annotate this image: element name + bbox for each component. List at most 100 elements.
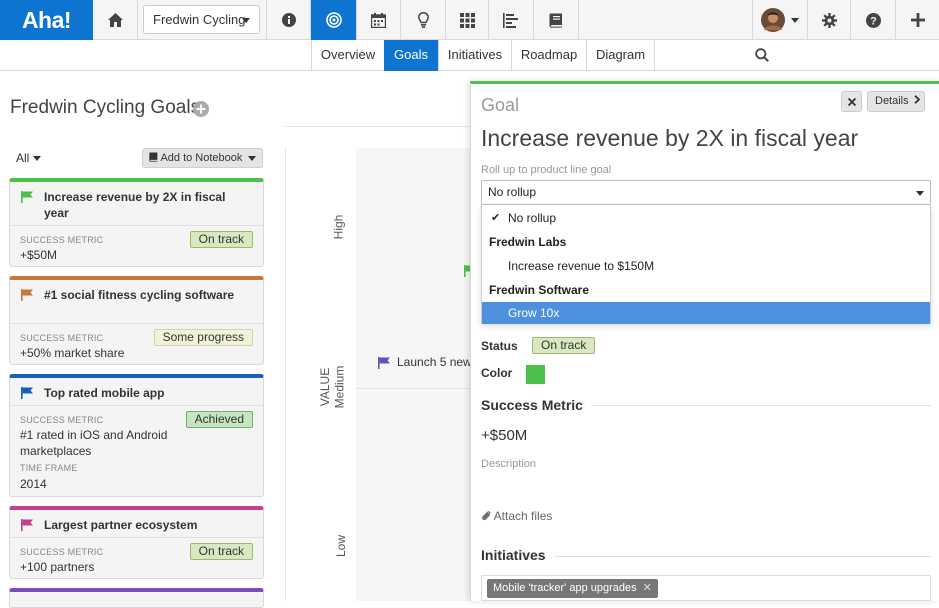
chart-item[interactable]: Launch 5 new <box>397 355 470 369</box>
search-icon[interactable] <box>755 48 769 67</box>
notebook-icon[interactable] <box>534 0 579 40</box>
chevron-down-icon <box>791 17 799 23</box>
filter-dropdown[interactable]: All <box>16 151 41 165</box>
dropdown-option[interactable]: Increase revenue to $150M <box>508 259 655 273</box>
help-icon[interactable]: ? <box>851 0 896 40</box>
value-chart <box>356 148 470 601</box>
close-button[interactable] <box>841 91 862 112</box>
page-title: Fredwin Cycling Goals <box>10 97 201 118</box>
chevron-down-icon <box>242 18 250 23</box>
timeframe-label: TIME FRAME <box>20 463 78 473</box>
tab-initiatives[interactable]: Initiatives <box>438 40 511 71</box>
chevron-down-icon <box>248 155 257 161</box>
initiative-tag-label: Mobile 'tracker' app upgrades <box>493 582 637 594</box>
goal-card[interactable]: Increase revenue by 2X in fiscal year SU… <box>9 178 264 267</box>
option-label: No rollup <box>508 211 557 225</box>
paperclip-icon <box>482 511 491 521</box>
add-to-notebook-label: Add to Notebook <box>160 152 243 164</box>
metric-label: SUCCESS METRIC <box>20 415 104 425</box>
gear-icon[interactable] <box>808 0 851 40</box>
initiative-tag[interactable]: Mobile 'tracker' app upgrades ✕ <box>487 579 658 598</box>
timeframe-value: 2014 <box>20 477 47 491</box>
goal-title[interactable]: Largest partner ecosystem <box>44 518 198 532</box>
plus-icon[interactable] <box>896 0 939 40</box>
dropdown-option-no-rollup[interactable]: ✔ No rollup <box>482 207 930 229</box>
status-badge: On track <box>189 543 253 560</box>
details-label: Details <box>875 95 909 107</box>
chevron-right-icon <box>914 95 921 104</box>
chart-level-medium: Medium <box>332 365 347 409</box>
goal-title[interactable]: Top rated mobile app <box>44 386 165 400</box>
section-divider <box>555 556 931 557</box>
roadmap-icon[interactable] <box>489 0 534 40</box>
rollup-selected-value: No rollup <box>488 185 537 199</box>
user-menu[interactable] <box>752 0 808 40</box>
chart-axis-label: VALUE <box>318 367 333 407</box>
column-divider <box>285 148 286 601</box>
lightbulb-icon[interactable] <box>401 0 446 40</box>
initiatives-input[interactable]: Mobile 'tracker' app upgrades ✕ <box>481 575 931 601</box>
attach-files-label: Attach files <box>493 509 553 523</box>
status-badge[interactable]: On track <box>532 337 596 354</box>
flag-icon <box>378 356 391 374</box>
color-swatch[interactable] <box>526 365 545 384</box>
goal-card[interactable]: #1 social fitness cycling software SUCCE… <box>9 276 264 365</box>
goal-detail-panel: Goal Details Increase revenue by 2X in f… <box>470 81 939 601</box>
dropdown-group-fredwin-software: Fredwin Software <box>489 283 590 297</box>
aha-logo[interactable]: Aha! <box>0 0 93 40</box>
info-icon[interactable] <box>266 0 311 40</box>
metric-label: SUCCESS METRIC <box>20 235 104 245</box>
metric-label: SUCCESS METRIC <box>20 333 104 343</box>
tab-roadmap[interactable]: Roadmap <box>511 40 586 71</box>
header-divider <box>285 126 470 127</box>
notebook-icon <box>149 152 158 162</box>
close-icon <box>847 97 856 106</box>
workspace-selector[interactable]: Fredwin Cycling <box>143 5 260 34</box>
goal-card[interactable]: Top rated mobile app SUCCESS METRIC #1 r… <box>9 374 264 497</box>
metric-value: +$50M <box>20 248 58 262</box>
panel-type-label: Goal <box>481 95 520 115</box>
success-metric-value[interactable]: +$50M <box>481 427 528 444</box>
top-navigation-bar: Aha! Fredwin Cycling ? <box>0 0 939 40</box>
add-goal-icon[interactable] <box>193 101 209 122</box>
chart-level-low: Low <box>334 534 349 558</box>
rollup-label: Roll up to product line goal <box>481 164 612 176</box>
chevron-down-icon <box>916 191 924 196</box>
metric-label: SUCCESS METRIC <box>20 547 104 557</box>
goals-icon[interactable] <box>311 0 356 40</box>
goals-subnav: Overview Goals Initiatives Roadmap Diagr… <box>0 40 939 71</box>
goal-card[interactable] <box>9 588 264 608</box>
goal-title[interactable]: #1 social fitness cycling software <box>44 288 235 302</box>
attach-files-link[interactable]: Attach files <box>481 509 552 523</box>
goal-title[interactable]: Increase revenue by 2X in fiscal year <box>44 190 226 220</box>
status-badge: Achieved <box>185 411 253 428</box>
tab-diagram[interactable]: Diagram <box>586 40 655 71</box>
tab-overview[interactable]: Overview <box>311 40 384 71</box>
chart-gridline <box>356 388 470 389</box>
details-button[interactable]: Details <box>867 91 925 112</box>
description-label[interactable]: Description <box>481 458 537 470</box>
rollup-dropdown-menu: ✔ No rollup Fredwin Labs Increase revenu… <box>481 205 931 324</box>
check-icon: ✔ <box>491 212 501 224</box>
flag-icon <box>21 518 34 536</box>
goal-card[interactable]: Largest partner ecosystem SUCCESS METRIC… <box>9 506 264 579</box>
divider <box>10 405 263 406</box>
tab-goals[interactable]: Goals <box>384 40 438 71</box>
grid-icon[interactable] <box>446 0 489 40</box>
rollup-select[interactable]: No rollup <box>481 180 931 205</box>
avatar <box>761 8 785 32</box>
flag-icon <box>21 386 34 404</box>
metric-value: +100 partners <box>20 560 95 574</box>
home-icon[interactable] <box>93 0 138 40</box>
calendar-icon[interactable] <box>356 0 401 40</box>
goal-title[interactable]: Increase revenue by 2X in fiscal year <box>481 125 859 151</box>
initiatives-title: Initiatives <box>481 547 546 563</box>
workspace-name: Fredwin Cycling <box>153 12 246 27</box>
dropdown-option-highlighted[interactable]: Grow 10x <box>482 302 930 324</box>
metric-value: #1 rated in iOS and Android marketplaces <box>20 428 168 458</box>
add-to-notebook-button[interactable]: Add to Notebook <box>142 148 263 168</box>
remove-icon[interactable]: ✕ <box>642 582 652 594</box>
section-divider <box>591 405 931 406</box>
divider <box>10 225 263 226</box>
divider <box>10 537 263 538</box>
